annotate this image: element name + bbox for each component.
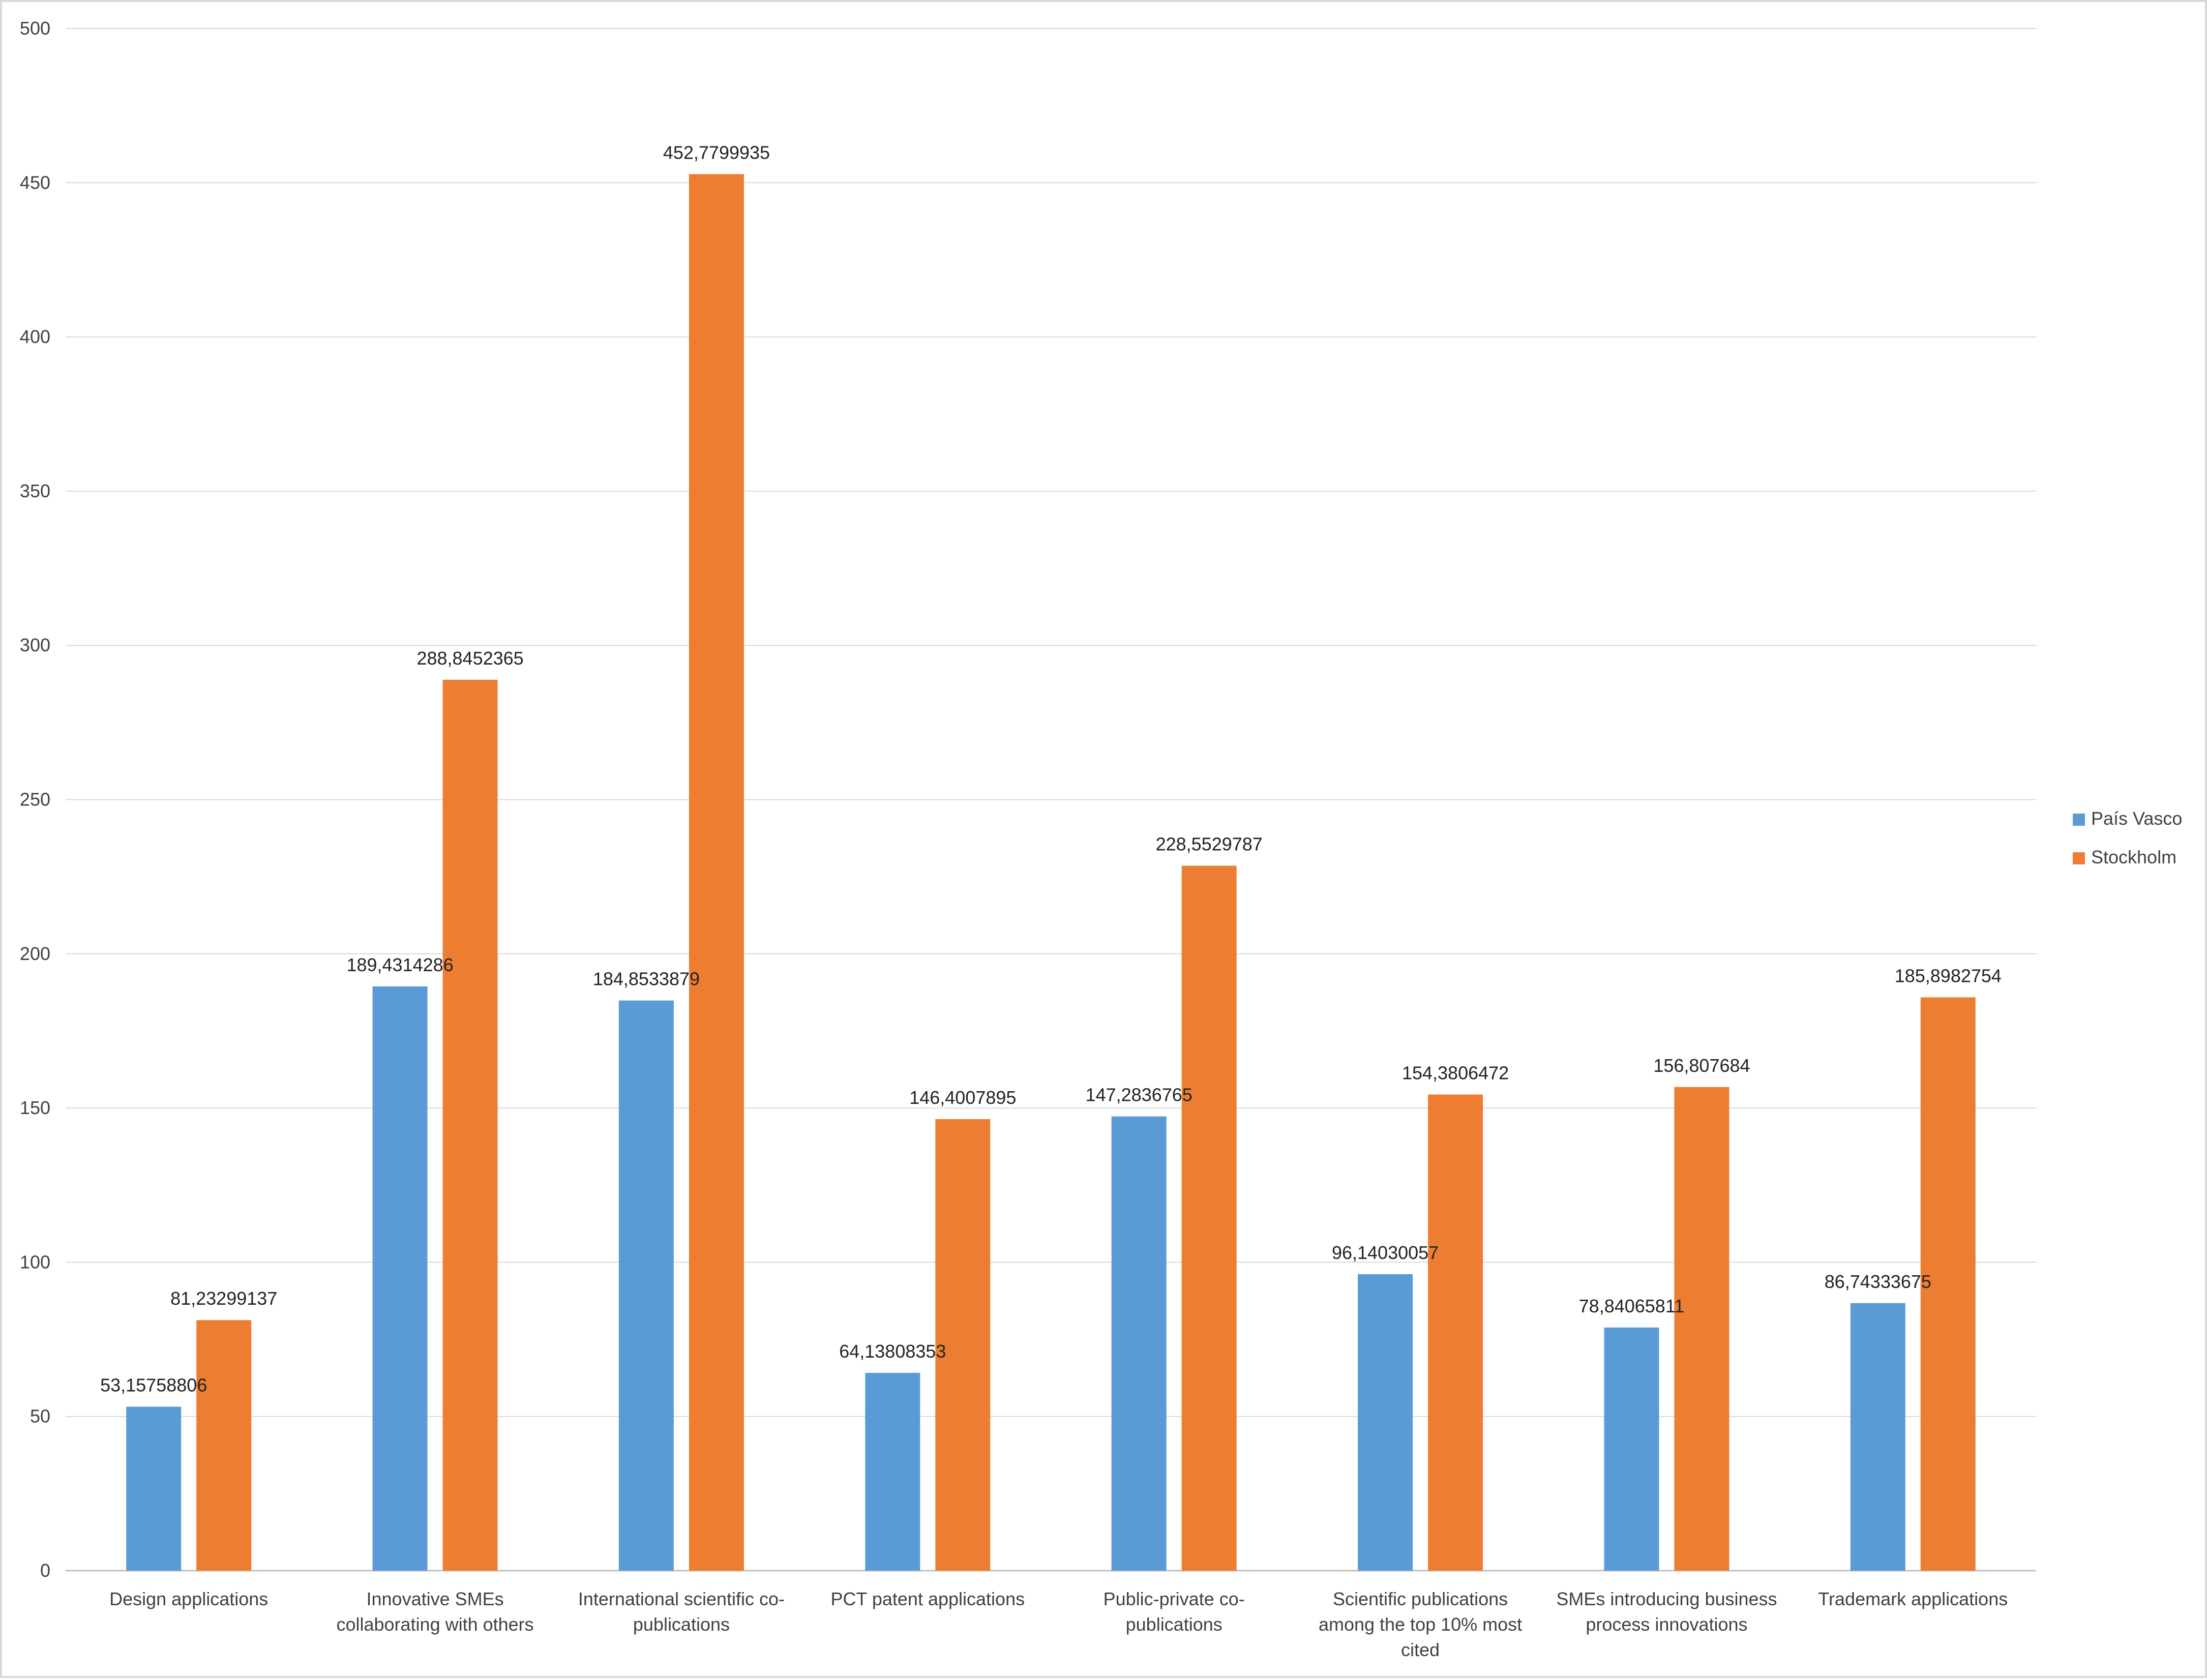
category-label: Innovative SMEs collaborating with others <box>336 1588 533 1635</box>
legend-swatch <box>2073 814 2085 826</box>
category-label: Scientific publications among the top 10%… <box>1319 1588 1522 1660</box>
y-tick-label: 0 <box>40 1560 50 1581</box>
category-label: Design applications <box>109 1588 268 1609</box>
legend: País Vasco Stockholm <box>2073 808 2182 867</box>
legend-label: Stockholm <box>2091 847 2176 867</box>
y-tick-label: 300 <box>20 635 50 655</box>
bar-series-2 <box>689 174 744 1571</box>
x-axis-categories: Design applications Innovative SMEs collab… <box>109 1588 2008 1660</box>
bar-series-1 <box>1358 1274 1413 1571</box>
y-tick-label: 100 <box>20 1251 50 1272</box>
bar-series-1 <box>865 1372 920 1571</box>
bar-series-1 <box>126 1406 182 1571</box>
y-tick-label: 450 <box>20 172 50 193</box>
y-tick-label: 200 <box>20 943 50 964</box>
data-labels: 53,15758806 189,4314286 184,8533879 64,1380… <box>100 142 2002 1395</box>
bar-series-2 <box>1674 1087 1729 1571</box>
bar-series-2 <box>1920 997 1976 1571</box>
category-label: SMEs introducing business process innovat… <box>1556 1588 1777 1635</box>
bar-series-2 <box>935 1119 991 1571</box>
bar-series-1 <box>1604 1327 1659 1571</box>
y-tick-label: 150 <box>20 1097 50 1118</box>
bar-series-1 <box>1111 1116 1167 1571</box>
category-label: International scientific co-publications <box>578 1588 785 1635</box>
data-label: 96,14030057 <box>1332 1242 1439 1263</box>
bar-series-2 <box>1428 1094 1483 1571</box>
data-label: 189,4314286 <box>346 954 453 975</box>
data-label: 81,23299137 <box>170 1288 277 1309</box>
bar-series-2 <box>1181 865 1237 1571</box>
y-axis-ticks: 0 50 100 150 200 250 300 350 400 450 500 <box>20 18 50 1581</box>
data-label: 78,84065811 <box>1579 1296 1685 1316</box>
data-label: 53,15758806 <box>100 1375 207 1396</box>
bar-series-1 <box>1850 1303 1905 1571</box>
y-tick-label: 250 <box>20 789 50 810</box>
legend-swatch <box>2073 852 2085 864</box>
category-label: Trademark applications <box>1818 1588 2008 1609</box>
y-tick-label: 400 <box>20 326 50 347</box>
bar-series-2 <box>442 679 498 1571</box>
data-label: 147,2836765 <box>1086 1085 1192 1105</box>
data-label: 154,3806472 <box>1402 1063 1509 1084</box>
category-label: Public-private co-publications <box>1104 1588 1245 1635</box>
bar-series-2 <box>196 1320 252 1571</box>
y-tick-label: 500 <box>20 18 50 39</box>
category-label: PCT patent applications <box>831 1588 1025 1609</box>
data-label: 146,4007895 <box>909 1087 1016 1108</box>
bars <box>126 174 1976 1571</box>
data-label: 228,5529787 <box>1156 834 1263 855</box>
gridlines <box>66 28 2036 1572</box>
data-label: 86,74333675 <box>1825 1271 1931 1292</box>
data-label: 452,7799935 <box>663 142 770 163</box>
data-label: 184,8533879 <box>593 969 700 989</box>
y-tick-label: 50 <box>30 1406 50 1427</box>
bar-series-1 <box>618 1000 674 1571</box>
legend-label: País Vasco <box>2091 808 2182 829</box>
data-label: 288,8452365 <box>416 648 523 669</box>
data-label: 156,807684 <box>1653 1055 1750 1076</box>
y-tick-label: 350 <box>20 481 50 501</box>
data-label: 64,13808353 <box>839 1341 946 1362</box>
data-label: 185,8982754 <box>1895 965 2002 986</box>
bar-series-1 <box>372 986 428 1571</box>
